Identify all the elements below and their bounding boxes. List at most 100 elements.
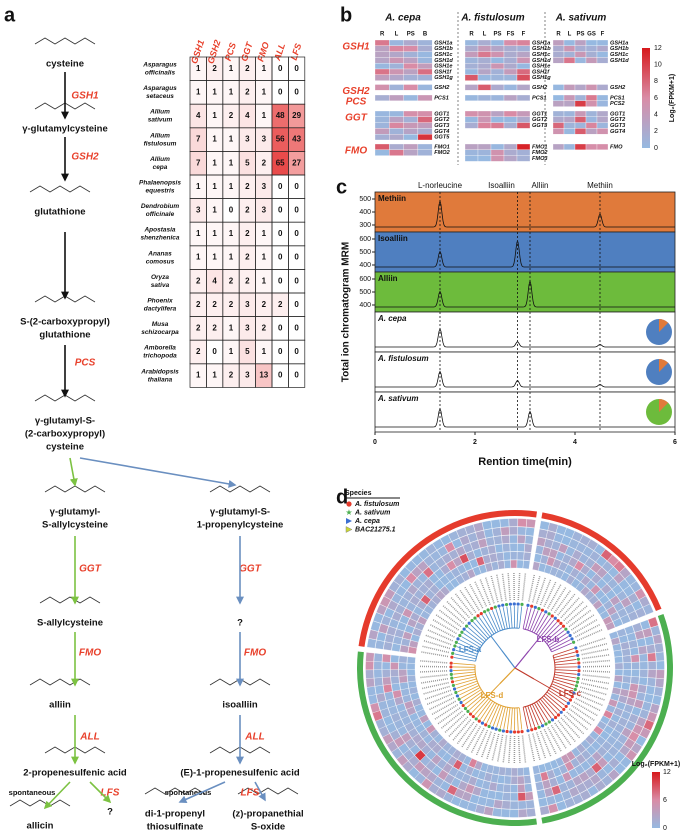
branch — [550, 639, 571, 651]
branch — [464, 691, 483, 705]
tissue-label: L — [483, 32, 487, 38]
leaf-marker — [450, 680, 455, 684]
table-value: 27 — [292, 158, 301, 167]
table-value: 1 — [196, 253, 201, 262]
leaf-label-stub — [581, 678, 610, 685]
arrow — [43, 781, 71, 810]
enzyme-label: ALL — [244, 732, 264, 743]
leaf-marker — [530, 728, 534, 732]
branch — [548, 689, 567, 703]
gene-label: FMO2 — [532, 150, 548, 156]
branch — [477, 699, 492, 718]
branch — [536, 701, 549, 721]
structure — [209, 485, 271, 493]
y-tick-label: 500 — [359, 249, 371, 256]
heat-cell — [417, 74, 433, 81]
legend-marker: ★ — [345, 508, 352, 517]
heat-cell — [517, 543, 525, 552]
heat-cell — [389, 68, 404, 75]
table-value: 2 — [212, 324, 217, 333]
branch — [529, 610, 539, 632]
table-value: 1 — [212, 182, 217, 191]
branch — [514, 650, 530, 669]
heat-cell — [417, 143, 433, 150]
leaf-label-stub — [563, 600, 585, 622]
gene-label: GSH1b — [532, 46, 551, 52]
table-value: 0 — [294, 371, 299, 380]
leaf-label-stub — [539, 730, 552, 758]
heat-cell — [655, 651, 665, 662]
legend-label: BAC21275.1 — [355, 526, 396, 533]
species-name: Asparagus — [142, 62, 177, 69]
table-value: 1 — [229, 64, 234, 73]
legend-marker — [345, 526, 353, 533]
heat-cell — [622, 675, 632, 684]
table-value: 1 — [212, 371, 217, 380]
enzyme-label: FMO — [345, 146, 367, 157]
heat-cell — [374, 74, 390, 81]
heat-cell — [389, 110, 404, 117]
heat-cell — [574, 116, 587, 123]
heat-cell — [552, 128, 565, 135]
heat-cell — [477, 39, 492, 46]
leaf-label-stub — [507, 572, 511, 601]
leaf-label-stub — [521, 735, 527, 764]
leaf-label-stub — [517, 735, 521, 764]
heat-cell — [503, 63, 518, 70]
heat-cell — [635, 607, 647, 619]
branch — [453, 669, 476, 671]
leaf-label-stub — [420, 651, 449, 658]
leaf-label-stub — [566, 604, 589, 625]
leaf-label-stub — [496, 734, 504, 763]
heat-cell — [509, 543, 518, 552]
pie-slice — [659, 319, 669, 332]
heat-cell — [526, 518, 536, 529]
heat-cell — [473, 522, 484, 533]
x-tick-label: 4 — [573, 439, 577, 446]
leaf-marker — [573, 687, 577, 692]
gene-label: FMO — [610, 144, 623, 150]
table-value: 0 — [278, 206, 283, 215]
trace-panel — [374, 391, 676, 433]
heat-cell — [630, 654, 640, 663]
leaf-label-stub — [480, 731, 492, 759]
branch — [537, 617, 552, 636]
table-value: 0 — [294, 347, 299, 356]
branch — [499, 706, 506, 729]
compound-name: di-1-propenyl — [145, 809, 205, 820]
leaf-label-stub — [517, 572, 521, 601]
y-tick-label: 600 — [359, 236, 371, 243]
gene-label: FMO1 — [434, 144, 450, 150]
x-tick-label: 6 — [673, 439, 677, 446]
leaf-marker — [575, 650, 579, 654]
table-value: 1 — [196, 229, 201, 238]
leaf-label-stub — [550, 586, 567, 611]
table-value: 2 — [245, 64, 250, 73]
heat-cell — [596, 51, 609, 58]
heat-cell — [389, 57, 404, 64]
leaf-label-stub — [443, 713, 466, 734]
branch — [522, 707, 528, 729]
heat-cell — [614, 662, 624, 670]
heat-cell — [403, 39, 419, 46]
table-value: 2 — [245, 182, 250, 191]
trace-name: Alliin — [378, 274, 398, 283]
heat-cell — [381, 661, 391, 670]
heat-cell — [372, 612, 384, 624]
branch — [457, 682, 479, 693]
gene-label: GSH1d — [434, 58, 453, 64]
table-value: 1 — [229, 158, 234, 167]
branch — [541, 697, 558, 714]
enzyme-label: ALL — [79, 732, 99, 743]
leaf-label-stub — [547, 583, 562, 609]
heat-cell — [464, 74, 479, 81]
heat-cell — [464, 122, 479, 129]
heat-cell — [646, 677, 656, 687]
heat-cell — [490, 84, 505, 91]
leaf-label-stub — [570, 613, 596, 631]
legend-label: A. sativum — [354, 509, 390, 516]
heat-cell — [490, 45, 505, 52]
leaf-marker — [462, 627, 466, 631]
heat-cell — [574, 143, 587, 150]
